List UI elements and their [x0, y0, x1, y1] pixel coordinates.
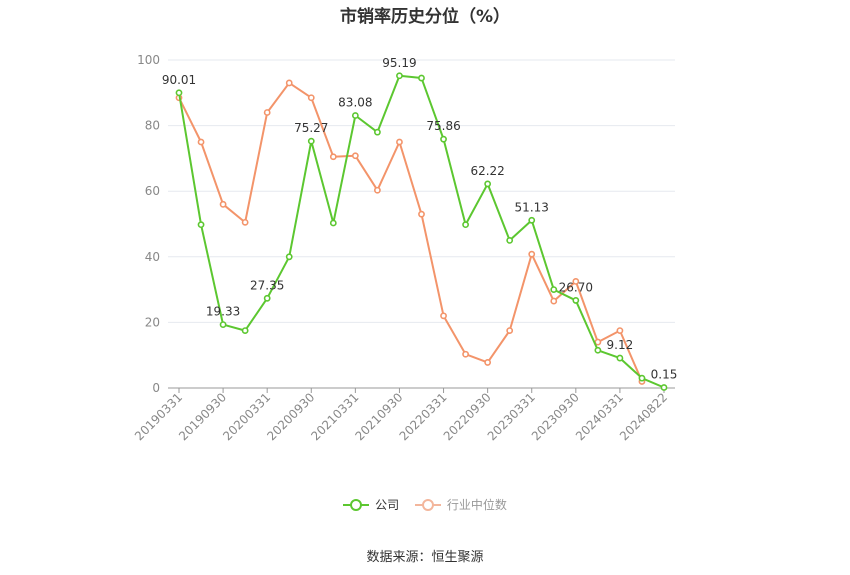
- data-point-industry[interactable]: [219, 200, 227, 208]
- data-point-company[interactable]: [440, 135, 447, 143]
- data-point-industry[interactable]: [396, 138, 403, 146]
- series-line-company: [178, 74, 665, 389]
- axes: 0204060801002019033120190930202003312020…: [132, 53, 670, 443]
- data-label: 75.27: [294, 121, 328, 135]
- data-point-industry[interactable]: [550, 297, 558, 305]
- data-label: 95.19: [382, 56, 416, 70]
- data-point-industry[interactable]: [263, 109, 271, 116]
- data-point-company[interactable]: [484, 180, 492, 188]
- data-point-industry[interactable]: [197, 138, 205, 146]
- data-point-company[interactable]: [241, 327, 249, 334]
- data-point-company[interactable]: [594, 346, 602, 354]
- data-label: 90.01: [162, 73, 196, 87]
- data-label: 0.15: [651, 368, 678, 382]
- data-point-company[interactable]: [506, 236, 514, 244]
- y-tick-label: 0: [152, 381, 160, 395]
- data-point-industry[interactable]: [418, 210, 425, 218]
- data-point-company[interactable]: [462, 221, 469, 229]
- legend-label-company: 公司: [375, 498, 400, 512]
- data-label: 62.22: [470, 164, 504, 178]
- data-point-company[interactable]: [263, 294, 271, 302]
- data-point-industry[interactable]: [616, 327, 624, 334]
- data-point-company[interactable]: [550, 286, 558, 293]
- data-point-company[interactable]: [418, 74, 425, 82]
- source-note: 数据来源：恒生聚源: [366, 550, 484, 565]
- data-point-company[interactable]: [175, 89, 183, 97]
- data-point-industry[interactable]: [285, 79, 293, 87]
- data-point-company[interactable]: [396, 72, 403, 80]
- series-lines: [175, 72, 668, 391]
- data-point-industry[interactable]: [241, 218, 249, 226]
- data-label: 26.70: [559, 280, 593, 294]
- y-tick-label: 20: [145, 315, 160, 329]
- data-point-industry[interactable]: [506, 327, 514, 334]
- legend-item-industry[interactable]: 行业中位数: [414, 496, 507, 513]
- data-point-company[interactable]: [351, 112, 359, 119]
- data-point-industry[interactable]: [484, 359, 492, 366]
- legend: 公司 行业中位数: [0, 496, 850, 515]
- legend-label-industry: 行业中位数: [446, 498, 507, 512]
- data-label: 27.35: [250, 278, 284, 292]
- data-point-company[interactable]: [329, 219, 337, 227]
- y-tick-label: 60: [145, 184, 160, 198]
- legend-company-marker-icon: [343, 498, 370, 511]
- data-point-company[interactable]: [660, 384, 668, 391]
- data-point-company[interactable]: [638, 374, 646, 382]
- data-labels: 90.01 19.33 27.35 75.27 83.08 95.19 75.86 62.22…: [162, 56, 678, 382]
- x-tick-label: 20240822: [617, 390, 670, 443]
- data-point-industry[interactable]: [351, 152, 359, 160]
- data-point-company[interactable]: [616, 354, 624, 362]
- data-point-company[interactable]: [197, 221, 205, 229]
- series-line-industry: [178, 81, 643, 382]
- data-label: 75.86: [426, 119, 460, 133]
- data-label: 51.13: [515, 200, 549, 214]
- y-tick-label: 80: [145, 119, 160, 133]
- data-point-company[interactable]: [285, 253, 293, 261]
- data-point-industry[interactable]: [440, 312, 447, 320]
- data-label: 9.12: [607, 338, 634, 352]
- data-point-company[interactable]: [572, 297, 580, 304]
- data-point-industry[interactable]: [572, 277, 580, 285]
- grid-lines: [168, 59, 675, 389]
- y-tick-label: 100: [137, 53, 160, 67]
- data-label: 19.33: [206, 305, 240, 319]
- data-point-company[interactable]: [307, 137, 315, 145]
- data-point-industry[interactable]: [462, 350, 469, 358]
- legend-industry-marker-icon: [414, 498, 441, 511]
- legend-item-company[interactable]: 公司: [343, 496, 399, 513]
- data-point-industry[interactable]: [528, 250, 536, 258]
- data-point-company[interactable]: [219, 321, 227, 328]
- chart-title: 市销率历史分位（%）: [339, 7, 511, 27]
- data-point-company[interactable]: [374, 128, 381, 136]
- data-point-industry[interactable]: [307, 94, 315, 102]
- data-label: 83.08: [338, 95, 372, 109]
- y-tick-label: 40: [145, 250, 160, 264]
- data-point-industry[interactable]: [374, 186, 381, 194]
- data-point-industry[interactable]: [329, 153, 337, 161]
- data-point-company[interactable]: [528, 216, 536, 224]
